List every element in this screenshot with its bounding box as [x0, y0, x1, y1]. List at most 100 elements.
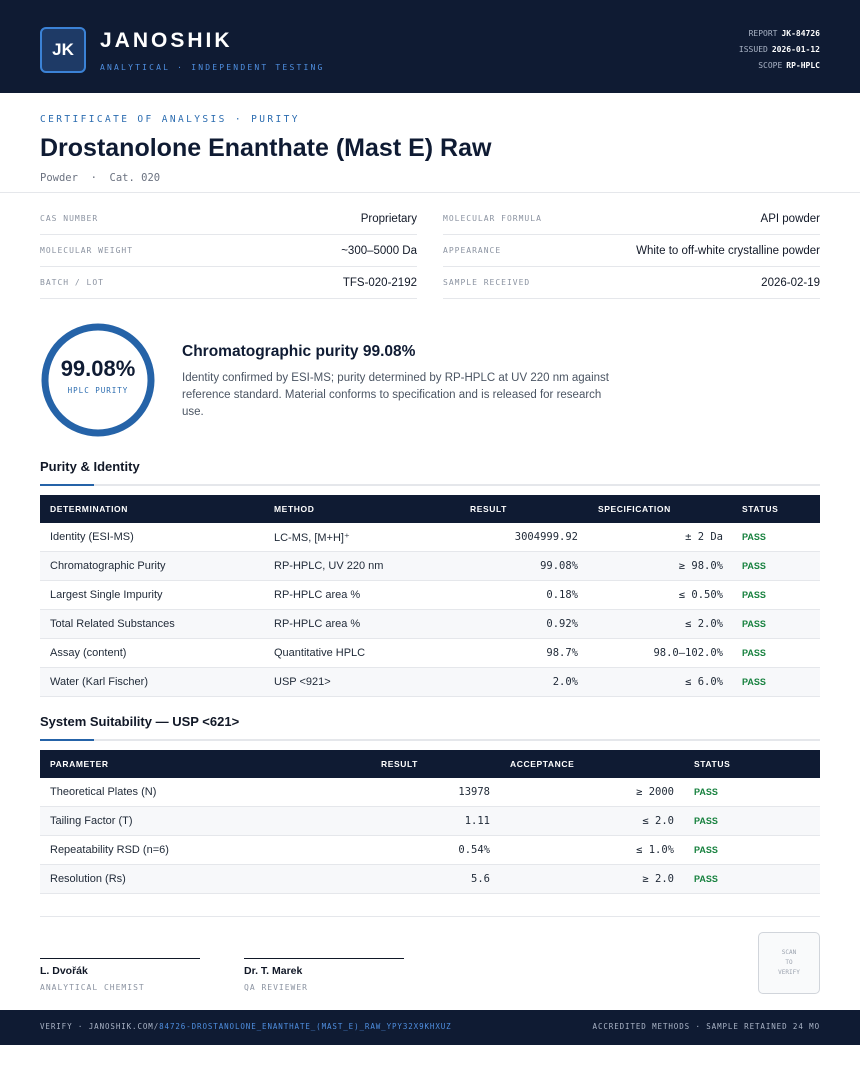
cell: 1.11	[464, 815, 490, 827]
signature-line	[40, 958, 200, 959]
meta-label: ISSUED	[738, 45, 768, 54]
column-header: STATUS	[742, 504, 779, 514]
qr-text: TO	[785, 959, 793, 966]
column-header: METHOD	[274, 504, 315, 514]
status: PASS	[742, 677, 766, 687]
section-accent	[40, 739, 94, 741]
property-rule	[443, 266, 820, 267]
meta-row: ISSUED 2026-01-12	[739, 45, 820, 54]
purity-value: 99.08%	[60, 356, 136, 381]
meta-value: JK-84726	[781, 29, 820, 38]
cell: LC-MS, [M+H]⁺	[274, 532, 350, 544]
column-header: DETERMINATION	[50, 504, 128, 514]
meta-value: 2026-01-12	[771, 45, 820, 54]
qr-text: SCAN	[781, 949, 797, 956]
status: PASS	[694, 845, 718, 855]
cell: ≤ 6.0%	[685, 676, 723, 688]
column-header: SPECIFICATION	[598, 504, 671, 514]
cell: RP-HPLC, UV 220 nm	[274, 560, 384, 572]
cell: 5.6	[471, 873, 490, 885]
cell: ≥ 2000	[636, 786, 674, 798]
table-row	[40, 668, 820, 697]
property-label: BATCH / LOT	[40, 278, 104, 287]
meta-row: REPORT JK-84726	[749, 29, 820, 38]
section-rule	[40, 739, 820, 741]
status: PASS	[742, 561, 766, 571]
cell: Assay (content)	[50, 647, 127, 659]
column-header: RESULT	[470, 504, 507, 514]
property-value: API powder	[760, 213, 820, 225]
table-row	[40, 836, 820, 865]
cell: 0.92%	[546, 618, 578, 630]
header-bar	[0, 0, 860, 93]
cell: USP <921>	[274, 676, 331, 688]
property-label: MOLECULAR WEIGHT	[40, 246, 134, 255]
column-header: STATUS	[694, 759, 731, 769]
status: PASS	[742, 590, 766, 600]
cell: 0.18%	[546, 589, 578, 601]
property-label: APPEARANCE	[443, 246, 502, 255]
property-value: White to off-white crystalline powder	[636, 245, 820, 257]
footer-bar	[0, 1010, 860, 1045]
status: PASS	[694, 874, 718, 884]
cell: Water (Karl Fischer)	[50, 676, 148, 688]
cell: ≥ 2.0	[642, 873, 674, 885]
logo: JK	[40, 27, 86, 73]
cell: 98.0–102.0%	[653, 647, 723, 659]
meta-row: SCOPE RP-HPLC	[758, 61, 820, 70]
property-label: MOLECULAR FORMULA	[443, 214, 542, 223]
divider	[0, 192, 860, 193]
qr-placeholder: SCAN TO VERIFY	[758, 932, 820, 994]
column-header: PARAMETER	[50, 759, 109, 769]
section-title: Purity & Identity	[40, 459, 140, 474]
cell: ≥ 98.0%	[678, 560, 723, 572]
gauge-ring	[41, 323, 155, 437]
signature-line	[244, 958, 404, 959]
column-header: RESULT	[381, 759, 418, 769]
cell: RP-HPLC area %	[274, 589, 361, 601]
divider	[40, 916, 820, 917]
verify-link[interactable]: 84726-DROSTANOLONE_ENANTHATE_(MAST_E)_RA…	[159, 1022, 452, 1031]
cell: 3004999.92	[514, 531, 578, 543]
signer-role: QA REVIEWER	[244, 983, 308, 992]
table-row	[40, 807, 820, 836]
status: PASS	[742, 648, 766, 658]
cell: Total Related Substances	[50, 618, 175, 630]
cell: ≤ 2.0%	[685, 618, 723, 630]
status: PASS	[742, 619, 766, 629]
table-row	[40, 552, 820, 581]
section-accent	[40, 484, 94, 486]
tagline: ANALYTICAL · INDEPENDENT TESTING	[100, 63, 325, 72]
cell: ≤ 1.0%	[636, 844, 674, 856]
meta-value: RP-HPLC	[786, 61, 820, 70]
property-value: 2026-02-19	[761, 277, 820, 289]
signer-name: Dr. T. Marek	[244, 965, 303, 977]
cell: Tailing Factor (T)	[50, 815, 133, 827]
brand: JANOSHIK	[100, 29, 233, 52]
section-title: System Suitability — USP <621>	[40, 714, 240, 729]
purity-label: HPLC PURITY	[67, 386, 129, 395]
cell: RP-HPLC area %	[274, 618, 361, 630]
cell: ≤ 2.0	[642, 815, 674, 827]
footer-verify: VERIFY · JANOSHIK.COM/84726-DROSTANOLONE…	[40, 1022, 452, 1031]
table-header	[40, 495, 820, 523]
signer-role: ANALYTICAL CHEMIST	[40, 983, 145, 992]
table-row	[40, 581, 820, 610]
status: PASS	[694, 816, 718, 826]
property-rule	[40, 298, 417, 299]
cell: ± 2 Da	[685, 531, 723, 543]
property-rule	[443, 234, 820, 235]
table-row	[40, 610, 820, 639]
eyebrow: CERTIFICATE OF ANALYSIS · PURITY	[40, 114, 300, 125]
meta-label: REPORT	[748, 29, 778, 38]
qr-text: VERIFY	[778, 969, 800, 976]
cell: ≤ 0.50%	[678, 589, 723, 601]
cell: Quantitative HPLC	[274, 647, 366, 659]
cell: Resolution (Rs)	[50, 873, 126, 885]
column-header: ACCEPTANCE	[510, 759, 575, 769]
cell: 13978	[458, 786, 490, 798]
property-value: Proprietary	[360, 213, 417, 225]
property-rule	[40, 266, 417, 267]
cell: Largest Single Impurity	[50, 589, 163, 601]
